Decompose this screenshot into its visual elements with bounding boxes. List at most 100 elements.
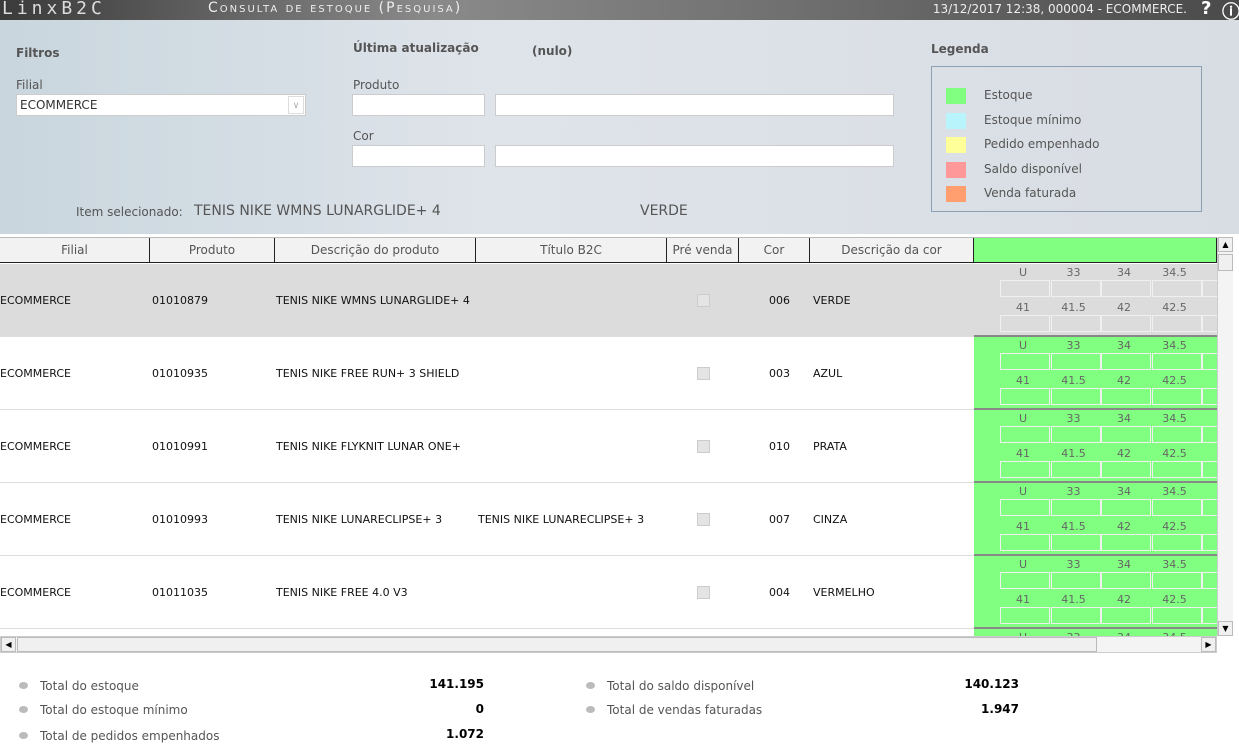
- hscroll-thumb[interactable]: [17, 637, 1097, 652]
- size-cell[interactable]: [1151, 388, 1202, 405]
- vertical-scrollbar[interactable]: ▲ ▼: [1217, 237, 1233, 636]
- size-cell[interactable]: [1050, 534, 1101, 551]
- produto-code-input[interactable]: [352, 94, 485, 116]
- pre-venda-checkbox[interactable]: [697, 586, 710, 599]
- info-icon[interactable]: ⓘ: [1222, 2, 1239, 23]
- question-icon[interactable]: ?: [1201, 0, 1212, 19]
- size-cell[interactable]: [1000, 315, 1050, 332]
- cell-filial: ECOMMERCE: [0, 513, 71, 526]
- header-titulo[interactable]: Título B2C: [476, 238, 667, 263]
- scroll-right-icon[interactable]: ▶: [1201, 637, 1216, 652]
- cor-code-input[interactable]: [352, 145, 485, 167]
- size-label: 34.5: [1162, 412, 1187, 425]
- cell-cor: 004: [769, 586, 790, 599]
- size-cell[interactable]: [1050, 280, 1101, 297]
- header-pre-venda[interactable]: Pré venda: [667, 238, 739, 263]
- table-row[interactable]: ECOMMERCE 01011035 TENIS NIKE FREE 4.0 V3 0…: [0, 556, 1233, 629]
- legend-label: Estoque: [984, 88, 1033, 102]
- size-cell[interactable]: [1000, 426, 1050, 443]
- pre-venda-checkbox[interactable]: [697, 367, 710, 380]
- size-cell[interactable]: [1101, 280, 1151, 297]
- size-cell[interactable]: [1101, 315, 1151, 332]
- size-cell[interactable]: [1101, 534, 1151, 551]
- size-cell[interactable]: [1000, 461, 1050, 478]
- size-cell[interactable]: [1050, 572, 1101, 589]
- size-cell[interactable]: [1151, 426, 1202, 443]
- scroll-up-icon[interactable]: ▲: [1218, 237, 1233, 252]
- scroll-thumb[interactable]: [1218, 254, 1233, 271]
- size-cell[interactable]: [1050, 607, 1101, 624]
- bullet-icon: [586, 706, 595, 713]
- legend-swatch: [946, 161, 966, 178]
- session-status: 13/12/2017 12:38, 000004 - ECOMMERCE.: [932, 2, 1187, 16]
- pre-venda-checkbox[interactable]: [697, 294, 710, 307]
- size-cell[interactable]: [1151, 280, 1202, 297]
- size-cell[interactable]: [1101, 572, 1151, 589]
- header-produto[interactable]: Produto: [150, 238, 275, 263]
- size-cell[interactable]: [1050, 461, 1101, 478]
- header-cor-produto[interactable]: Cor produto: [739, 238, 810, 282]
- size-cell[interactable]: [1151, 353, 1202, 370]
- pre-venda-checkbox[interactable]: [697, 440, 710, 453]
- size-cell[interactable]: [1050, 499, 1101, 516]
- table-row[interactable]: ECOMMERCE 01010935 TENIS NIKE FREE RUN+ 3 …: [0, 337, 1233, 410]
- size-cell[interactable]: [1000, 280, 1050, 297]
- total-vendas-value: 1.947: [981, 702, 1019, 716]
- size-cell[interactable]: [1101, 388, 1151, 405]
- cell-cor: 010: [769, 440, 790, 453]
- total-estoque-label: Total do estoque: [40, 679, 139, 693]
- header-descricao[interactable]: Descrição do produto: [275, 238, 476, 263]
- size-cell[interactable]: [1151, 534, 1202, 551]
- horizontal-scrollbar[interactable]: ◀ ▶: [0, 636, 1217, 653]
- table-row[interactable]: ECOMMERCE 01010991 TENIS NIKE FLYKNIT LUNA…: [0, 410, 1233, 483]
- filial-select[interactable]: ECOMMERCE ∨: [16, 94, 306, 116]
- pre-venda-checkbox[interactable]: [697, 513, 710, 526]
- cor-desc-input[interactable]: [495, 145, 894, 167]
- scroll-down-icon[interactable]: ▼: [1218, 621, 1233, 636]
- size-cell[interactable]: [1101, 499, 1151, 516]
- size-cell[interactable]: [1000, 572, 1050, 589]
- legend-swatch: [946, 186, 966, 202]
- size-cell[interactable]: [1050, 426, 1101, 443]
- chevron-down-icon[interactable]: ∨: [288, 96, 304, 114]
- cell-desc-cor: CINZA: [813, 513, 848, 526]
- size-cell[interactable]: [1151, 315, 1202, 332]
- size-label: 34.5: [1162, 485, 1187, 498]
- cell-titulo: TENIS NIKE LUNARECLIPSE+ 3: [478, 513, 645, 526]
- size-cell[interactable]: [1000, 388, 1050, 405]
- size-cell[interactable]: [1101, 461, 1151, 478]
- cell-filial: ECOMMERCE: [0, 294, 71, 307]
- size-cell[interactable]: [1050, 388, 1101, 405]
- header-descricao-cor[interactable]: Descrição da cor: [810, 238, 974, 263]
- table-row[interactable]: ECOMMERCE 01010879 TENIS NIKE WMNS LUNARGL…: [0, 264, 1233, 337]
- legend-swatch: [946, 88, 966, 104]
- title-bar: LinxB2C Consulta de estoque (Pesquisa) 1…: [0, 0, 1239, 23]
- size-cell[interactable]: [1101, 426, 1151, 443]
- size-label: 34: [1117, 412, 1131, 425]
- size-cell[interactable]: [1101, 607, 1151, 624]
- scroll-left-icon[interactable]: ◀: [1, 637, 16, 652]
- size-label: 34: [1117, 485, 1131, 498]
- size-label: 33: [1066, 266, 1081, 279]
- size-cell[interactable]: [1000, 534, 1050, 551]
- header-filial[interactable]: Filial: [0, 238, 150, 263]
- size-cell[interactable]: [1101, 353, 1151, 370]
- size-cell[interactable]: [1151, 499, 1202, 516]
- size-cell[interactable]: [1050, 353, 1101, 370]
- filters-panel: Filtros Filial ECOMMERCE ∨ Última atuali…: [0, 20, 1239, 234]
- size-cell[interactable]: [1000, 607, 1050, 624]
- size-cell[interactable]: [1000, 499, 1050, 516]
- table-row[interactable]: ECOMMERCE 01010993 TENIS NIKE LUNARECLIPSE…: [0, 483, 1233, 556]
- size-label: 42.5: [1162, 301, 1187, 314]
- size-cell[interactable]: [1151, 607, 1202, 624]
- produto-desc-input[interactable]: [495, 94, 894, 116]
- size-cell[interactable]: [1151, 572, 1202, 589]
- size-cell[interactable]: [1151, 461, 1202, 478]
- total-pedidos-value: 1.072: [446, 727, 484, 741]
- size-cell[interactable]: [1050, 315, 1101, 332]
- size-cell[interactable]: [1000, 353, 1050, 370]
- size-label: U: [1018, 266, 1028, 279]
- size-label: 34: [1099, 631, 1149, 636]
